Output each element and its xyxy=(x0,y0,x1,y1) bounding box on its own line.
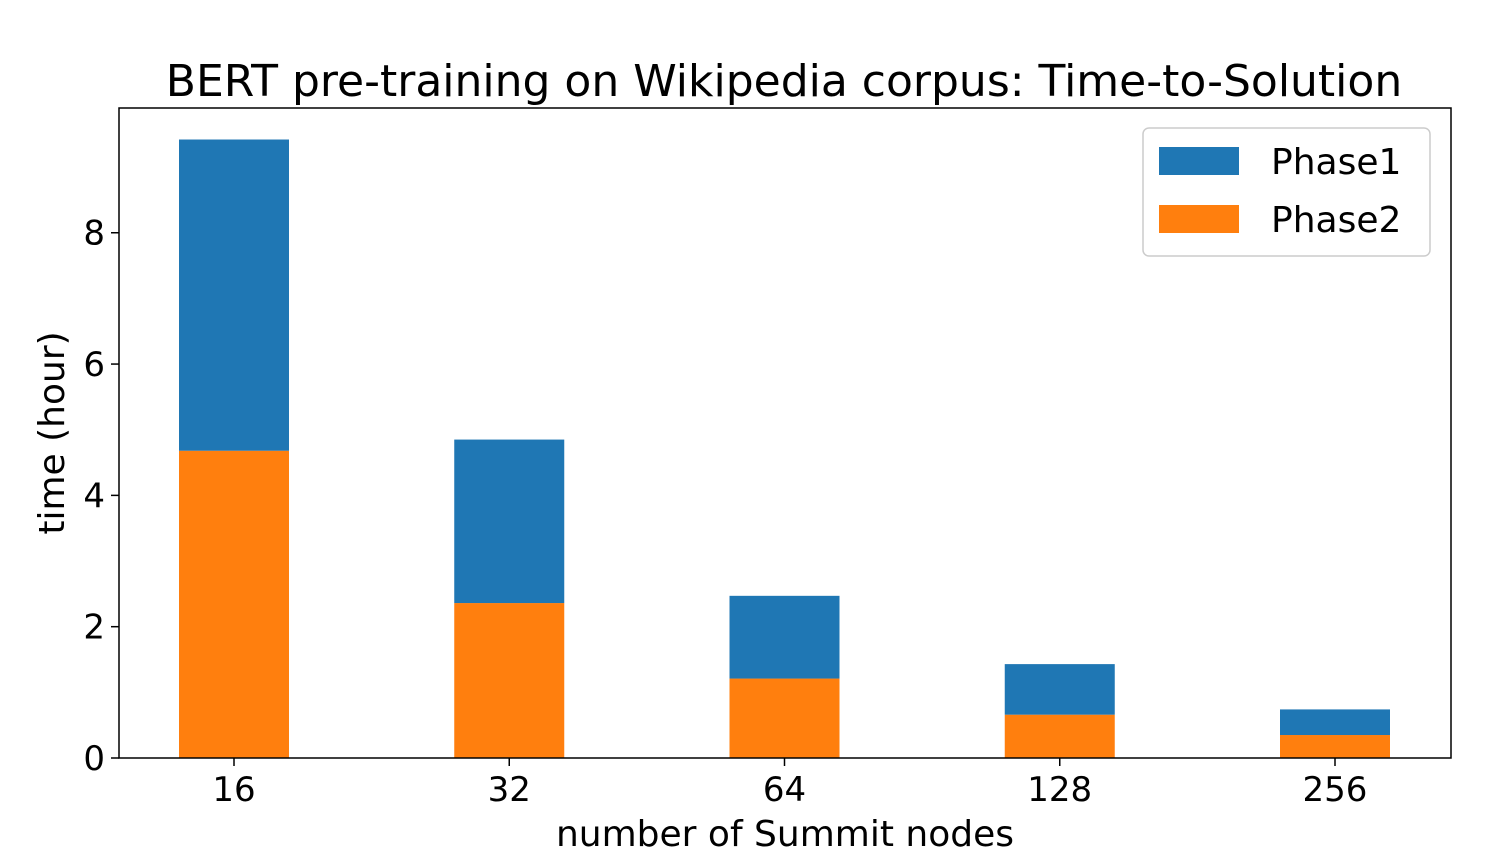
x-tick-label: 16 xyxy=(212,770,255,810)
bar-phase1-64 xyxy=(729,595,840,679)
bar-phase1-32 xyxy=(454,439,565,604)
legend-swatch-phase1 xyxy=(1159,147,1239,175)
bar-phase2-128 xyxy=(1004,714,1115,758)
bars-group xyxy=(179,139,1390,758)
legend-swatch-phase2 xyxy=(1159,205,1239,233)
legend-label-phase1: Phase1 xyxy=(1271,142,1401,183)
y-tick-label: 6 xyxy=(83,345,105,385)
chart-title: BERT pre-training on Wikipedia corpus: T… xyxy=(166,56,1402,107)
bar-phase2-16 xyxy=(179,450,289,758)
y-tick-label: 2 xyxy=(83,608,105,648)
bar-phase2-32 xyxy=(454,603,565,758)
x-tick-label: 256 xyxy=(1303,770,1368,810)
y-tick-label: 8 xyxy=(83,214,105,254)
legend-label-phase2: Phase2 xyxy=(1271,200,1401,241)
bar-phase2-256 xyxy=(1280,735,1390,758)
x-tick-label: 128 xyxy=(1027,770,1092,810)
bar-phase2-64 xyxy=(729,678,840,758)
x-axis-label: number of Summit nodes xyxy=(556,814,1014,855)
y-axis-label: time (hour) xyxy=(32,331,73,534)
y-tick-label: 0 xyxy=(83,739,105,779)
y-tick-label: 4 xyxy=(83,476,105,516)
x-tick-label: 64 xyxy=(763,770,806,810)
y-axis: 0 2 4 6 8 xyxy=(83,214,119,779)
x-axis: 16 32 64 128 256 xyxy=(212,758,1367,810)
bar-phase1-16 xyxy=(179,139,289,451)
bar-phase1-128 xyxy=(1004,664,1115,715)
bar-phase1-256 xyxy=(1280,709,1390,736)
x-tick-label: 32 xyxy=(488,770,531,810)
legend: Phase1 Phase2 xyxy=(1142,127,1431,257)
